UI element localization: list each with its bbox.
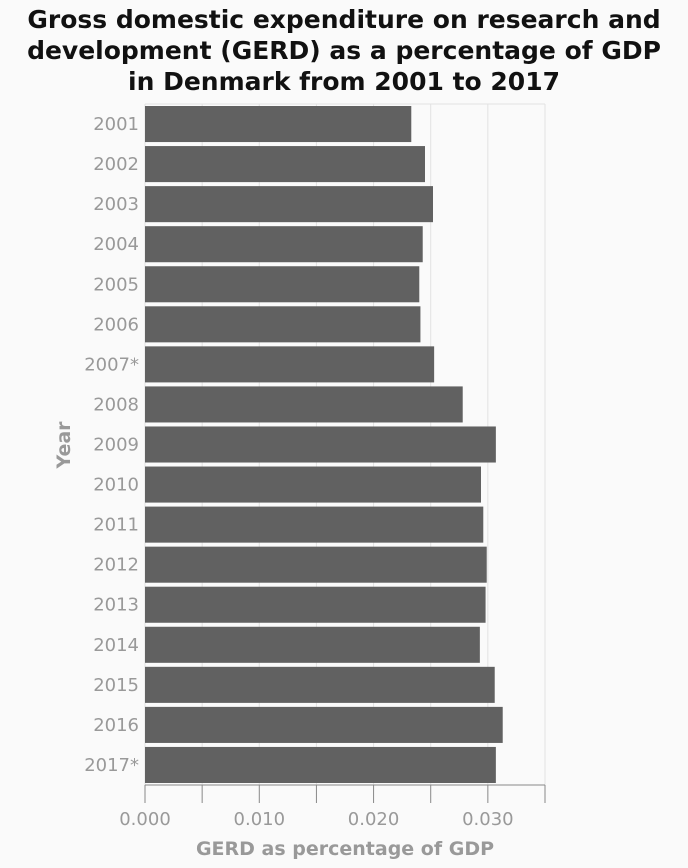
y-tick-label: 2017* <box>84 755 139 776</box>
chart-title-line-3: in Denmark from 2001 to 2017 <box>128 67 560 96</box>
bar-2015 <box>145 666 495 703</box>
y-tick-label: 2003 <box>93 194 139 215</box>
bar-2008 <box>145 386 463 423</box>
y-tick-label: 2011 <box>93 515 139 536</box>
bar-2013 <box>145 586 486 623</box>
bar-2001 <box>145 106 412 143</box>
y-tick-label: 2016 <box>93 715 139 736</box>
y-tick-label: 2004 <box>93 234 139 255</box>
bar-2012 <box>145 546 487 583</box>
y-tick-label: 2007* <box>84 354 139 375</box>
x-tick-label: 0.000 <box>119 809 171 830</box>
y-tick-label: 2010 <box>93 475 139 496</box>
y-axis-title: Year <box>53 421 75 470</box>
bar-2014 <box>145 626 480 663</box>
y-tick-label: 2008 <box>93 394 139 415</box>
bar-2009 <box>145 426 496 463</box>
x-axis: 0.000 0.010 0.020 0.030 <box>119 784 546 830</box>
x-axis-title: GERD as percentage of GDP <box>196 838 494 860</box>
y-tick-label: 2006 <box>93 314 139 335</box>
y-tick-label: 2001 <box>93 114 139 135</box>
y-tick-labels: 2001 2002 2003 2004 2005 2006 2007* 2008 2009 201… <box>84 114 139 776</box>
bar-2017-est <box>145 746 496 783</box>
bar-2016 <box>145 706 503 743</box>
bar-2006 <box>145 306 421 343</box>
y-tick-label: 2012 <box>93 555 139 576</box>
y-tick-label: 2014 <box>93 635 139 656</box>
x-tick-label: 0.010 <box>234 809 286 830</box>
bar-2003 <box>145 186 433 223</box>
y-tick-label: 2013 <box>93 595 139 616</box>
bar-2011 <box>145 506 484 543</box>
chart-title-line-1: Gross domestic expenditure on research a… <box>27 5 661 34</box>
bar-2010 <box>145 466 481 503</box>
chart-title: Gross domestic expenditure on research a… <box>0 4 688 97</box>
y-tick-label: 2002 <box>93 154 139 175</box>
bar-2004 <box>145 226 423 263</box>
bar-2007-est <box>145 346 435 383</box>
x-tick-label: 0.030 <box>462 809 514 830</box>
x-tick-label: 0.020 <box>348 809 400 830</box>
y-tick-label: 2015 <box>93 675 139 696</box>
y-tick-label: 2005 <box>93 274 139 295</box>
bar-2005 <box>145 266 420 303</box>
bars <box>145 106 503 783</box>
bar-2002 <box>145 146 425 183</box>
chart-title-line-2: development (GERD) as a percentage of GD… <box>27 36 661 65</box>
y-tick-label: 2009 <box>93 435 139 456</box>
